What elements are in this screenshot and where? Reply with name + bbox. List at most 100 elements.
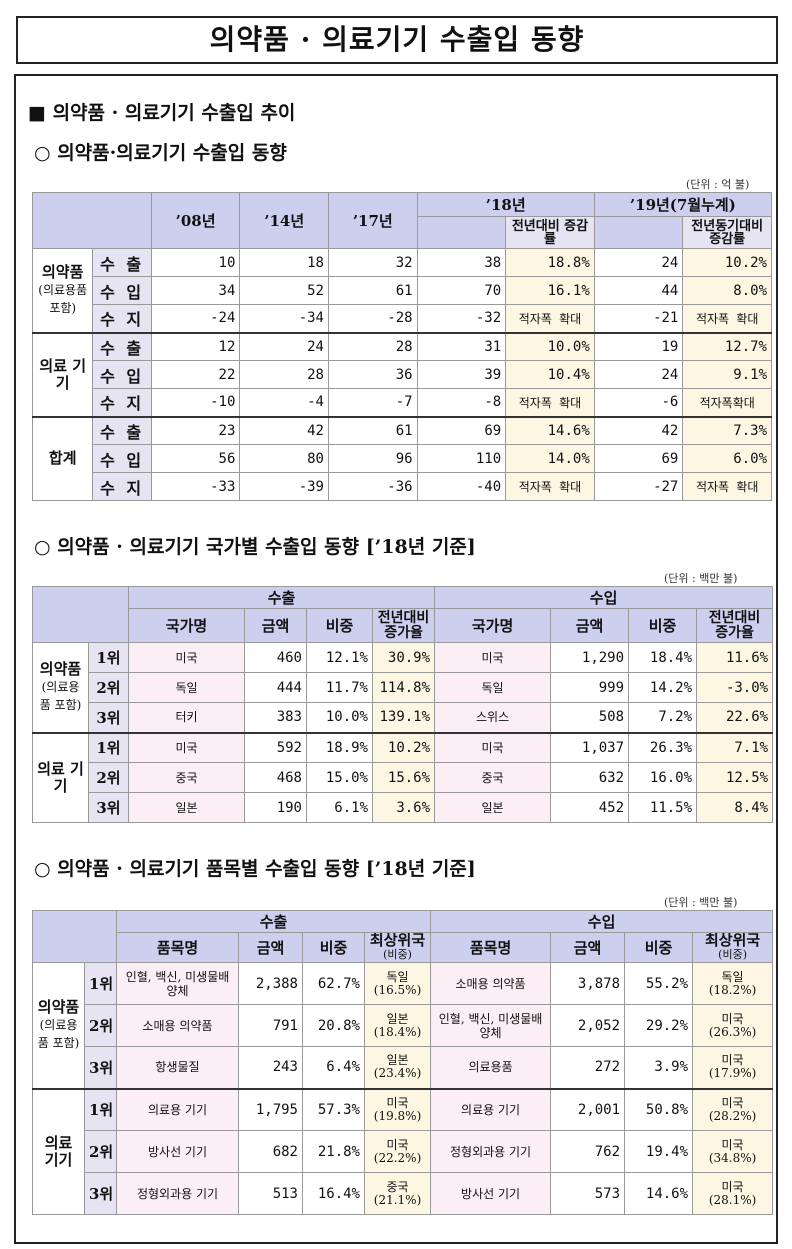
table-row: 3위 정형외과용 기기 513 16.4% 중국 (21.1%) 방사선 기기 573 14.6… — [33, 1172, 774, 1215]
import-item: 인혈, 백신, 미생물배양체 — [430, 1004, 552, 1047]
export-amount: 444 — [244, 672, 307, 703]
rank-label: 1위 — [84, 1087, 117, 1131]
group-name: 의약품 — [42, 262, 84, 281]
import-growth: 7.1% — [696, 731, 774, 763]
value-08: 34 — [150, 276, 241, 305]
value-18: 110 — [416, 444, 507, 473]
import-share: 55.2% — [624, 962, 694, 1005]
s2-h-country-i: 국가명 — [434, 608, 552, 643]
change-18: 적자폭 확대 — [505, 472, 595, 501]
s1-corner — [32, 192, 152, 249]
rank-label: 3위 — [88, 792, 129, 823]
export-top-country: 일본 — [386, 1053, 409, 1068]
s3-h-top-e: 최상위국 (비중) — [363, 932, 432, 963]
export-top-share: (16.5%) — [373, 982, 422, 997]
export-amount: 2,388 — [238, 962, 303, 1005]
s3-corner — [32, 910, 117, 963]
change-18: 16.1% — [505, 276, 595, 305]
import-top-country: 미국 — [721, 1095, 744, 1110]
table-row: 수 입 56 80 96 110 14.0% 69 6.0% — [33, 444, 772, 473]
s2-corner — [32, 586, 129, 643]
export-top-country: 일본 (18.4%) — [363, 1004, 432, 1047]
table-row: 의료 기기 1위 미국 592 18.9% 10.2% 미국 1,037 26.3% 7.1% — [32, 731, 774, 823]
import-share: 18.4% — [628, 642, 698, 673]
import-top-country: 미국 (28.2%) — [692, 1087, 774, 1131]
table-row: 3위 일본 190 6.1% 3.6% 일본 452 11.5% 8.4% — [33, 792, 774, 823]
export-amount: 460 — [244, 642, 307, 673]
row-label: 수 입 — [92, 444, 152, 473]
value-08: 12 — [150, 331, 241, 361]
import-top-share: (26.3%) — [708, 1024, 757, 1039]
import-top-country: 미국 (26.3%) — [692, 1004, 774, 1047]
value-18: -8 — [416, 388, 507, 417]
import-item: 정형외과용 기기 — [430, 1130, 552, 1173]
change-19: 7.3% — [682, 415, 772, 445]
export-amount: 682 — [238, 1130, 303, 1173]
import-amount: 632 — [550, 762, 630, 793]
export-country: 독일 — [128, 672, 245, 703]
s3-export-head: 수출 — [115, 910, 432, 933]
export-top-country: 중국 (21.1%) — [363, 1172, 432, 1215]
import-share: 19.4% — [624, 1130, 694, 1173]
table-row: 의약품 (의료용품 포함) 1위 인혈, 백신, 미생물배양체 2,388 62.7% 독일… — [32, 962, 774, 1089]
value-14: 52 — [239, 276, 329, 305]
rank-label: 2위 — [84, 1130, 117, 1173]
row-label: 수 입 — [92, 360, 152, 389]
export-amount: 190 — [244, 792, 307, 823]
change-18: 14.6% — [505, 415, 595, 445]
value-19: 44 — [593, 276, 684, 305]
table-row: 수 입 22 28 36 39 10.4% 24 9.1% — [33, 360, 772, 389]
group-name: 합계 — [48, 449, 77, 468]
change-18: 14.0% — [505, 444, 595, 473]
value-08: 22 — [150, 360, 241, 389]
export-country: 터키 — [128, 702, 245, 733]
table-row: 수 입 34 52 61 70 16.1% 44 8.0% — [33, 276, 772, 305]
table-row: 수 지 -10 -4 -7 -8 적자폭 확대 -6 적자폭확대 — [33, 388, 772, 417]
table-row: 2위 독일 444 11.7% 114.8% 독일 999 14.2% -3.0% — [33, 672, 774, 703]
export-growth: 30.9% — [371, 642, 436, 673]
import-country: 미국 — [434, 731, 552, 763]
export-amount: 383 — [244, 702, 307, 733]
import-share: 3.9% — [624, 1046, 694, 1089]
import-amount: 2,052 — [550, 1004, 626, 1047]
export-top-share: (19.8%) — [373, 1108, 422, 1123]
s3-heading: ○ 의약품 · 의료기기 품목별 수출입 동향 [’18년 기준] — [34, 858, 476, 880]
s3-h-amount-e: 금액 — [238, 932, 303, 963]
group-name: 의료 기기 — [37, 759, 84, 795]
s2-import-head: 수입 — [434, 586, 774, 609]
change-19: 적자폭 확대 — [682, 472, 772, 501]
export-top-country: 독일 (16.5%) — [363, 962, 432, 1005]
s3-h-top-e-sub: (비중) — [383, 948, 412, 961]
table-row: 2위 소매용 의약품 791 20.8% 일본 (18.4%) 인혈, 백신, 미생물배양체… — [33, 1004, 774, 1047]
change-18: 10.0% — [505, 331, 595, 361]
export-share: 12.1% — [306, 642, 373, 673]
s2-heading: ○ 의약품 · 의료기기 국가별 수출입 동향 [’18년 기준] — [34, 536, 476, 558]
page-title: 의약품 · 의료기기 수출입 동향 — [16, 16, 778, 64]
import-amount: 452 — [550, 792, 630, 823]
s1-col-chg18: 전년대비 증감률 — [505, 216, 595, 249]
value-18: 69 — [416, 415, 507, 445]
import-item: 의료용 기기 — [430, 1087, 552, 1131]
s3-h-item-e: 품목명 — [116, 932, 239, 963]
import-top-share: (34.8%) — [708, 1150, 757, 1165]
import-share: 7.2% — [628, 702, 698, 733]
value-19: 24 — [593, 360, 684, 389]
s3-h-share-i: 비중 — [624, 932, 694, 963]
export-country: 미국 — [128, 642, 245, 673]
s3-h-share-e: 비중 — [302, 932, 365, 963]
group-label: 의료 기기 — [32, 731, 89, 823]
group-label: 의약품 (의료용품 포함) — [32, 642, 89, 733]
s3-import-head: 수입 — [430, 910, 774, 933]
s2-h-amount-e: 금액 — [244, 608, 307, 643]
value-17: 61 — [327, 415, 418, 445]
export-top-share: (21.1%) — [373, 1192, 422, 1207]
change-19: 적자폭확대 — [682, 388, 772, 417]
group-name: 의료 기기 — [44, 1133, 73, 1169]
value-14: 24 — [239, 331, 329, 361]
export-share: 11.7% — [306, 672, 373, 703]
export-share: 6.1% — [306, 792, 373, 823]
import-growth: 8.4% — [696, 792, 774, 823]
value-17: 32 — [327, 248, 418, 277]
change-18: 적자폭 확대 — [505, 304, 595, 333]
import-share: 29.2% — [624, 1004, 694, 1047]
